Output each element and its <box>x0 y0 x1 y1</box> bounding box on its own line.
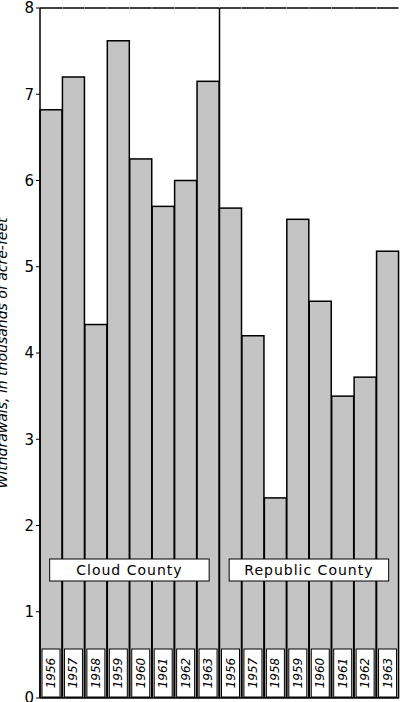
svg-text:Cloud County: Cloud County <box>76 562 182 578</box>
svg-text:3: 3 <box>24 431 34 449</box>
svg-text:1956: 1956 <box>224 657 238 688</box>
svg-text:1962: 1962 <box>358 658 372 689</box>
svg-text:2: 2 <box>24 517 34 535</box>
svg-text:Republic County: Republic County <box>244 562 373 578</box>
svg-text:1961: 1961 <box>156 658 170 689</box>
svg-text:1: 1 <box>24 603 34 621</box>
svg-text:1960: 1960 <box>134 657 148 688</box>
svg-text:6: 6 <box>24 172 34 190</box>
svg-text:1958: 1958 <box>268 657 282 688</box>
svg-text:1960: 1960 <box>313 657 327 688</box>
svg-text:5: 5 <box>24 258 34 276</box>
svg-text:8: 8 <box>24 0 34 17</box>
svg-text:1959: 1959 <box>111 658 125 689</box>
svg-text:1963: 1963 <box>381 658 392 689</box>
svg-text:1961: 1961 <box>336 658 350 689</box>
svg-text:1957: 1957 <box>246 657 260 688</box>
svg-text:7: 7 <box>24 86 34 104</box>
svg-text:0: 0 <box>24 689 34 702</box>
svg-text:1957: 1957 <box>66 657 80 688</box>
svg-text:1963: 1963 <box>201 658 215 689</box>
svg-text:1958: 1958 <box>89 657 103 688</box>
svg-text:1962: 1962 <box>179 658 193 689</box>
svg-text:1956: 1956 <box>44 657 58 688</box>
svg-text:4: 4 <box>24 344 34 362</box>
svg-text:1959: 1959 <box>291 658 305 689</box>
svg-text:Withdrawals, in thousands of a: Withdrawals, in thousands of acre-feet <box>8 217 10 489</box>
